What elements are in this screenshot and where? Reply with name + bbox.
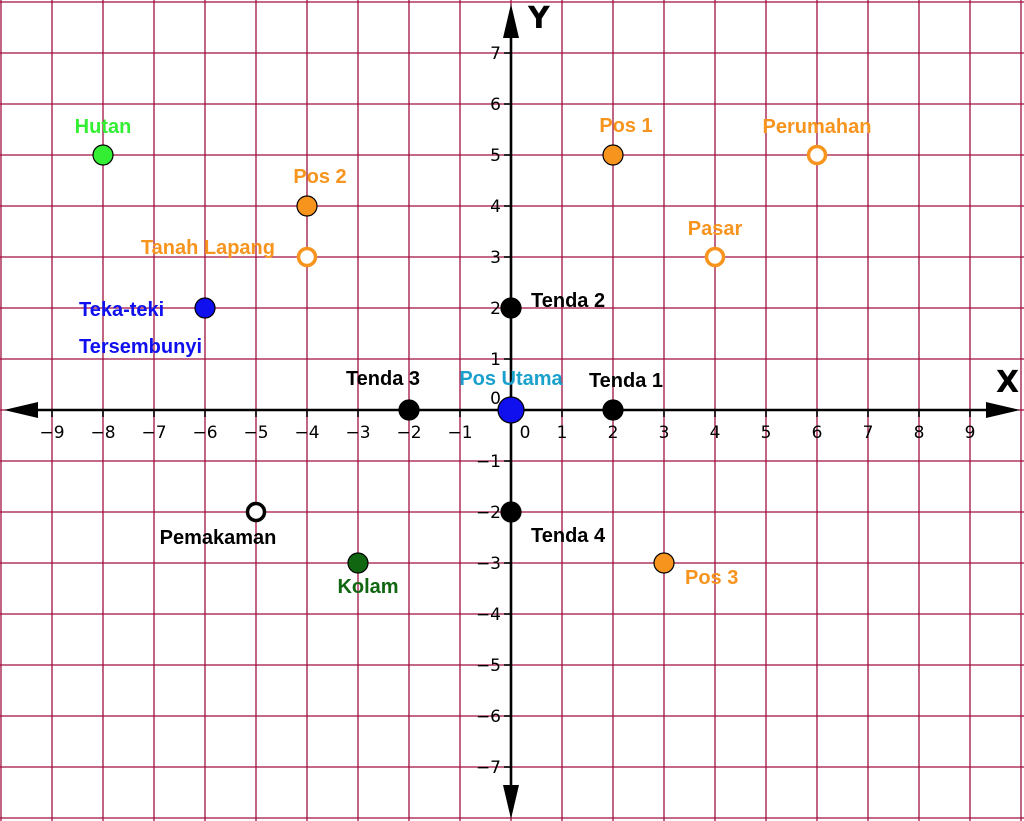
- x-tick-label: 1: [557, 423, 568, 443]
- x-tick-label: −5: [243, 423, 268, 443]
- y-tick-label: 3: [490, 248, 501, 268]
- point-marker-teka-teki-tersembunyi: [194, 297, 216, 319]
- x-tick-label: 7: [863, 423, 874, 443]
- point-marker-pasar: [704, 246, 726, 268]
- point-marker-hutan: [92, 144, 114, 166]
- y-tick-label: 1: [490, 350, 501, 370]
- origin-label: 0: [490, 389, 501, 409]
- x-tick-label: −3: [345, 423, 370, 443]
- ticks: −9 −8 −7 −6 −5 −4 −3 −2 −1 0 1 2 3 4 5 6 7 8 9 −7 −6 −5 −4 −3 −2…: [39, 44, 975, 778]
- y-tick-label: 6: [490, 95, 501, 115]
- point-label-teka-teki-tersembunyi: Tersembunyi: [79, 336, 202, 358]
- point-label-teka-teki-tersembunyi: Teka-teki: [79, 299, 164, 321]
- point-marker-pos-1: [602, 144, 624, 166]
- y-tick-label: 7: [490, 44, 501, 64]
- x-tick-label: 9: [965, 423, 976, 443]
- x-axis-title: X: [996, 365, 1019, 400]
- y-axis-arrow-down: [503, 785, 519, 819]
- x-tick-label: −4: [294, 423, 319, 443]
- x-tick-label: 8: [914, 423, 925, 443]
- y-tick-label: 4: [490, 197, 501, 217]
- x-tick-label: −7: [141, 423, 166, 443]
- x-tick-label: −6: [192, 423, 217, 443]
- point-marker-pos-2: [296, 195, 318, 217]
- x-tick-label: 3: [659, 423, 670, 443]
- y-tick-label: −6: [476, 707, 501, 727]
- point-label-pos-utama: Pos Utama: [459, 368, 563, 390]
- x-tick-label: 2: [608, 423, 619, 443]
- point-marker-pos-3: [653, 552, 675, 574]
- point-label-pasar: Pasar: [688, 218, 743, 240]
- y-tick-label: −2: [476, 503, 501, 523]
- x-tick-label: 5: [761, 423, 772, 443]
- point-marker-perumahan: [806, 144, 828, 166]
- point-label-tanah-lapang: Tanah Lapang: [141, 237, 275, 259]
- x-tick-label: −2: [396, 423, 421, 443]
- y-tick-label: 5: [490, 146, 501, 166]
- point-label-perumahan: Perumahan: [763, 116, 872, 138]
- y-axis-arrow-up: [503, 4, 519, 38]
- x-tick-label: 4: [710, 423, 721, 443]
- point-marker-kolam: [347, 552, 369, 574]
- y-tick-label: −3: [476, 554, 501, 574]
- y-tick-label: −7: [476, 758, 501, 778]
- x-tick-label: 0: [520, 423, 531, 443]
- point-label-pos-2: Pos 2: [293, 166, 346, 188]
- point-label-tenda-1: Tenda 1: [589, 370, 663, 392]
- point-marker-pemakaman: [245, 501, 267, 523]
- y-tick-label: 2: [490, 299, 501, 319]
- point-marker-tenda-4: [500, 501, 522, 523]
- point-marker-pos-utama: [497, 396, 525, 424]
- x-tick-label: −8: [90, 423, 115, 443]
- point-label-kolam: Kolam: [337, 576, 398, 598]
- data-points: [92, 144, 828, 574]
- point-label-tenda-2: Tenda 2: [531, 290, 605, 312]
- point-labels: Hutan Pos 2 Tanah Lapang Teka-teki Tersembun…: [75, 115, 872, 598]
- y-tick-label: −5: [476, 656, 501, 676]
- point-label-tenda-4: Tenda 4: [531, 525, 606, 547]
- y-axis-title: Y: [527, 1, 551, 36]
- point-label-tenda-3: Tenda 3: [346, 368, 420, 390]
- point-label-pos-3: Pos 3: [685, 567, 738, 589]
- point-marker-tenda-3: [398, 399, 420, 421]
- point-marker-tanah-lapang: [296, 246, 318, 268]
- x-axis-arrow-right: [986, 402, 1020, 418]
- point-label-hutan: Hutan: [75, 116, 132, 138]
- x-axis-arrow-left: [4, 402, 38, 418]
- x-tick-label: −9: [39, 423, 64, 443]
- x-tick-label: 6: [812, 423, 823, 443]
- y-tick-label: −4: [476, 605, 501, 625]
- y-tick-label: −1: [476, 452, 501, 472]
- point-marker-tenda-1: [602, 399, 624, 421]
- point-label-pos-1: Pos 1: [599, 115, 652, 137]
- x-tick-label: −1: [447, 423, 472, 443]
- point-marker-tenda-2: [500, 297, 522, 319]
- point-label-pemakaman: Pemakaman: [160, 527, 277, 549]
